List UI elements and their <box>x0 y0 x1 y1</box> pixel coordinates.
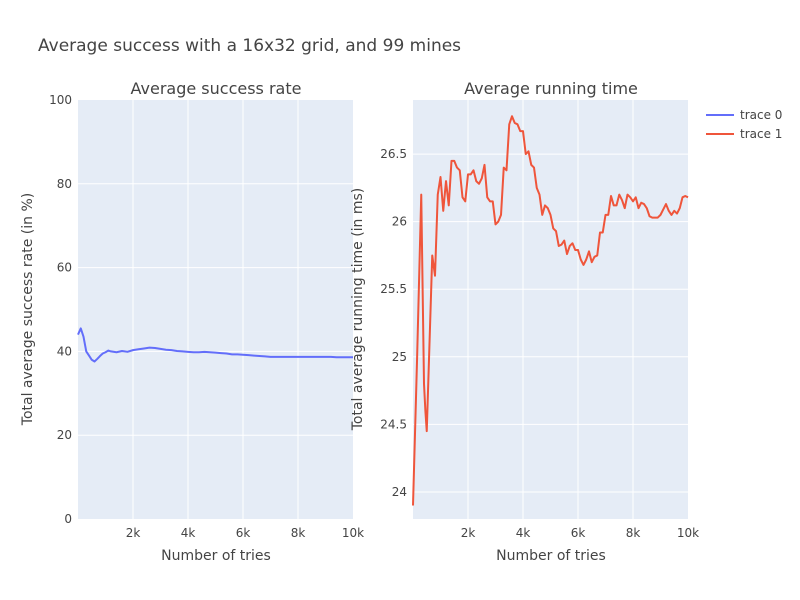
legend-label-trace-1[interactable]: trace 1 <box>740 127 782 141</box>
y-axis-title-right: Total average running time (in ms) <box>350 188 366 432</box>
y-axis-title-left: Total average success rate (in %) <box>20 193 36 426</box>
subplot-title-left: Average success rate <box>131 79 302 98</box>
y-tick-label: 80 <box>57 177 72 191</box>
series-group-left <box>77 327 353 363</box>
x-tick-label: 4k <box>516 526 531 540</box>
series-group-right <box>412 115 689 506</box>
series-line-trace-1[interactable] <box>412 115 689 506</box>
y-tick-label: 20 <box>57 428 72 442</box>
x-tick-label: 4k <box>181 526 196 540</box>
subplot-running-time: 2k 4k 6k 8k 10k 24 24.5 25 25.5 26 26.5 Average r… <box>350 79 699 564</box>
x-tick-label: 2k <box>126 526 141 540</box>
x-tick-label: 10k <box>342 526 364 540</box>
subplot-success-rate: 2k 4k 6k 8k 10k 0 20 40 60 80 100 Average success… <box>20 79 364 564</box>
y-tick-labels-right: 24 24.5 25 25.5 26 26.5 <box>380 147 407 499</box>
y-tick-label: 100 <box>49 93 72 107</box>
y-tick-label: 0 <box>64 512 72 526</box>
legend-label-trace-0[interactable]: trace 0 <box>740 108 782 122</box>
x-tick-label: 6k <box>571 526 586 540</box>
subplot-title-right: Average running time <box>464 79 638 98</box>
x-tick-labels-left: 2k 4k 6k 8k 10k <box>126 526 364 540</box>
x-axis-title-right: Number of tries <box>496 548 606 564</box>
x-tick-label: 6k <box>236 526 251 540</box>
x-tick-label: 8k <box>291 526 306 540</box>
y-tick-label: 26.5 <box>380 147 407 161</box>
plot-area-left <box>78 100 353 519</box>
y-tick-label: 24.5 <box>380 417 407 431</box>
y-tick-label: 40 <box>57 344 72 358</box>
y-tick-label: 60 <box>57 261 72 275</box>
figure-title: Average success with a 16x32 grid, and 9… <box>38 36 461 56</box>
x-tick-label: 10k <box>677 526 699 540</box>
x-tick-labels-right: 2k 4k 6k 8k 10k <box>461 526 699 540</box>
y-tick-label: 25 <box>392 350 407 364</box>
y-tick-label: 25.5 <box>380 282 407 296</box>
legend: trace 0 trace 1 <box>706 108 782 141</box>
series-line-trace-0[interactable] <box>77 327 353 363</box>
gridlines-right <box>413 100 688 519</box>
y-tick-label: 26 <box>392 215 407 229</box>
x-tick-label: 8k <box>626 526 641 540</box>
y-tick-labels-left: 0 20 40 60 80 100 <box>49 93 72 526</box>
y-tick-label: 24 <box>392 485 407 499</box>
x-axis-title-left: Number of tries <box>161 548 271 564</box>
x-tick-label: 2k <box>461 526 476 540</box>
